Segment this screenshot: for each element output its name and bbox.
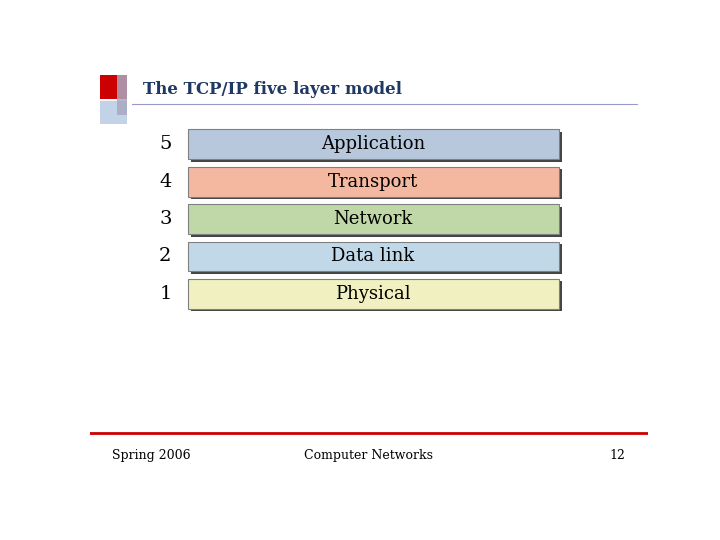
Bar: [191, 132, 562, 161]
Text: Application: Application: [321, 135, 426, 153]
Bar: [188, 167, 559, 197]
Text: Computer Networks: Computer Networks: [305, 449, 433, 462]
Text: Transport: Transport: [328, 173, 418, 191]
Bar: [191, 207, 562, 237]
Text: Physical: Physical: [336, 285, 411, 303]
Bar: [188, 129, 559, 159]
Text: Spring 2006: Spring 2006: [112, 449, 191, 462]
Text: 3: 3: [159, 210, 171, 228]
Bar: [191, 169, 562, 199]
Bar: [191, 281, 562, 312]
Text: 5: 5: [159, 135, 171, 153]
Text: Data link: Data link: [331, 247, 415, 266]
Bar: [188, 204, 559, 234]
Text: 12: 12: [610, 449, 626, 462]
Bar: [117, 75, 127, 114]
Text: 2: 2: [159, 247, 171, 266]
Text: The TCP/IP five layer model: The TCP/IP five layer model: [143, 81, 402, 98]
Text: Network: Network: [333, 210, 413, 228]
Bar: [191, 244, 562, 274]
Bar: [100, 75, 127, 99]
Bar: [100, 101, 127, 124]
Bar: [188, 279, 559, 309]
Bar: [188, 241, 559, 272]
Text: 4: 4: [159, 173, 171, 191]
Text: 1: 1: [159, 285, 171, 303]
